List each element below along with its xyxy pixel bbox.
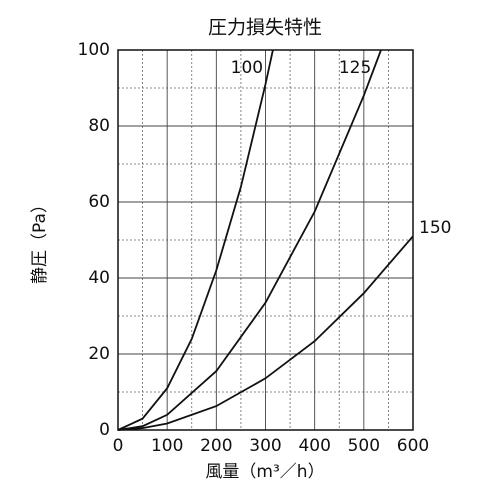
legend-label: 125 xyxy=(339,58,371,78)
x-tick-label: 400 xyxy=(298,436,330,456)
y-axis-label: 静圧（Pa） xyxy=(30,196,50,284)
y-tick-label: 60 xyxy=(88,192,110,212)
x-tick-label: 300 xyxy=(249,436,281,456)
chart-title: 圧力損失特性 xyxy=(208,17,322,39)
x-tick-label: 600 xyxy=(397,436,429,456)
plot-frame xyxy=(117,49,414,431)
x-tick-label: 100 xyxy=(151,436,183,456)
curve xyxy=(117,235,414,431)
x-tick-label: 500 xyxy=(348,436,380,456)
y-tick-label: 20 xyxy=(88,344,110,364)
y-tick-label: 40 xyxy=(88,268,110,288)
curve xyxy=(117,49,274,431)
x-tick-label: 200 xyxy=(200,436,232,456)
legend-label: 100 xyxy=(231,58,263,78)
x-tick-label: 0 xyxy=(113,436,124,456)
legend-label: 150 xyxy=(419,218,451,238)
x-axis-label: 風量（m³／h） xyxy=(205,462,324,482)
y-tick-label: 100 xyxy=(78,40,110,60)
y-tick-label: 80 xyxy=(88,116,110,136)
y-tick-label: 0 xyxy=(99,420,110,440)
curve xyxy=(117,49,382,431)
